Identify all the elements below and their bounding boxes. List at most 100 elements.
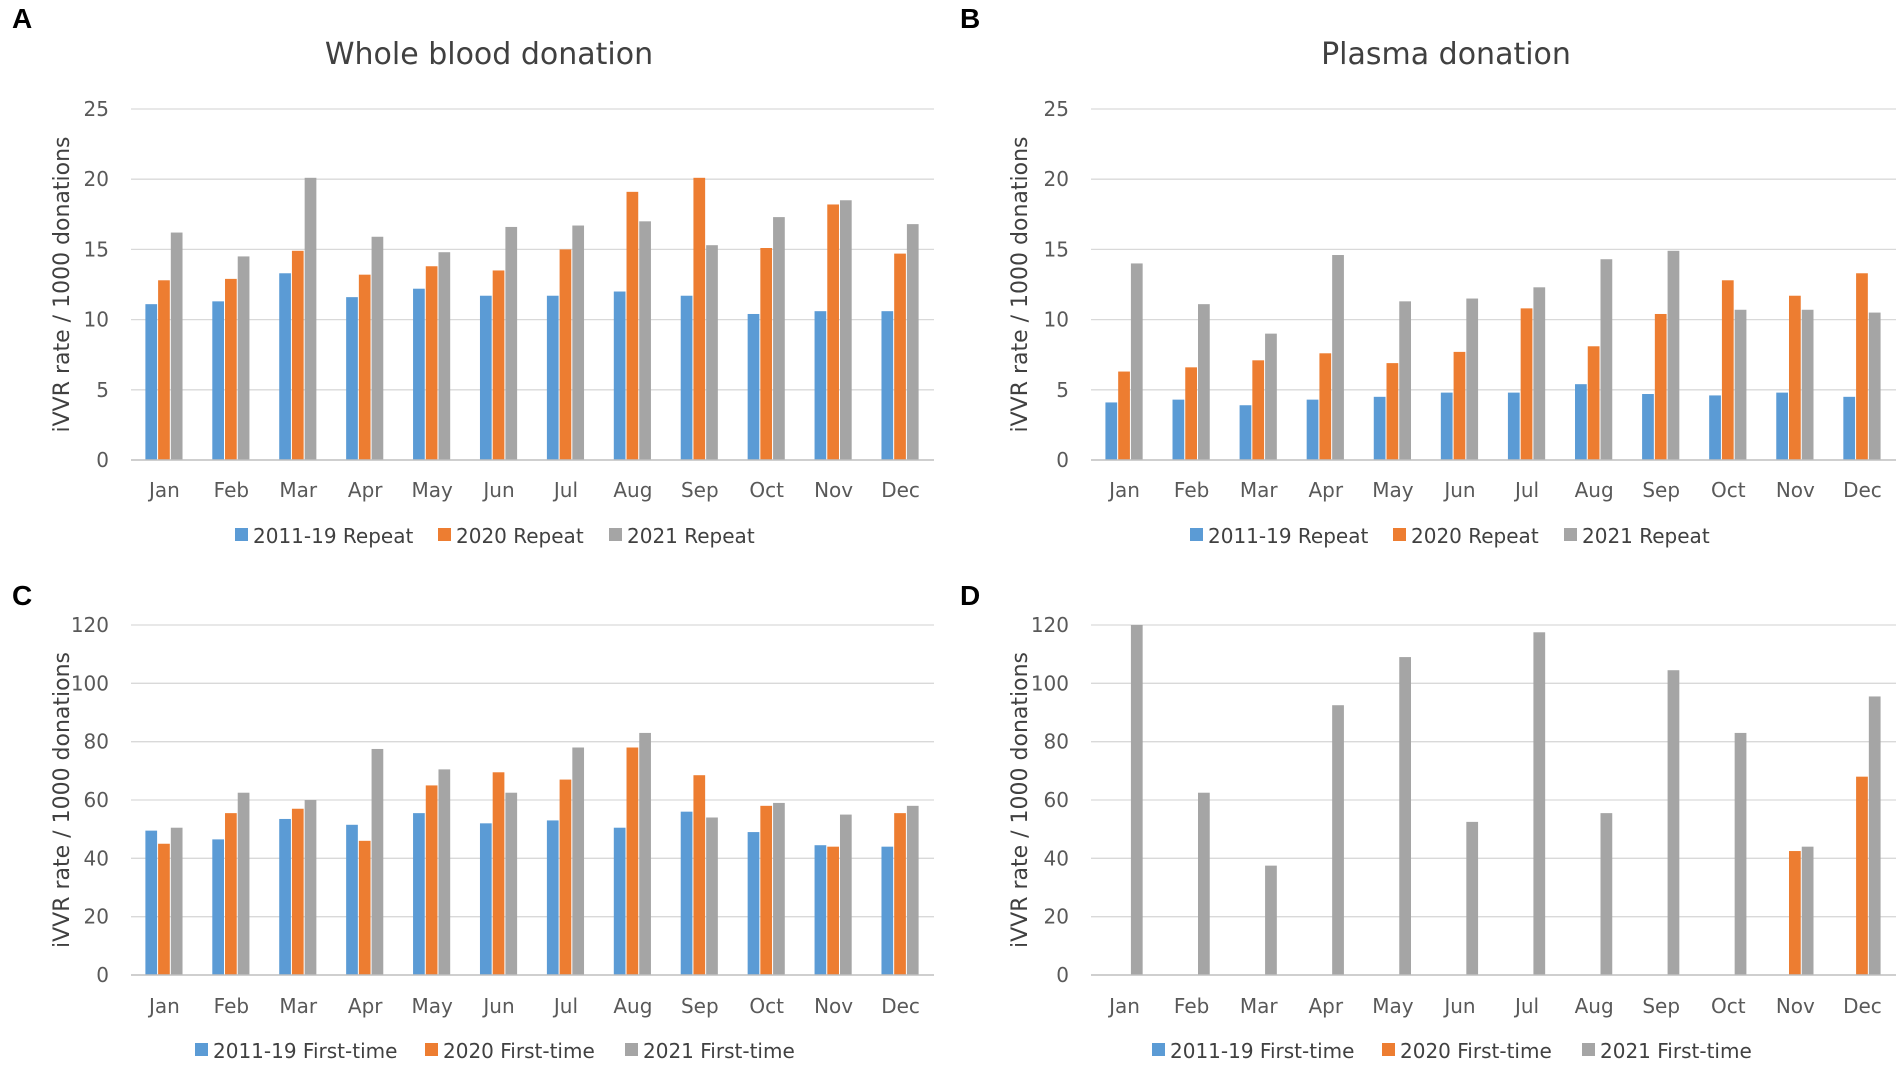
- bar-mar-series-2: [1252, 360, 1265, 460]
- bar-jul-series-1: [546, 820, 559, 975]
- x-tick-label: Jun: [481, 994, 514, 1018]
- bar-aug-series-3: [639, 732, 651, 975]
- bar-sep-series-2: [1654, 313, 1667, 460]
- bar-nov-series-3: [1801, 309, 1814, 460]
- bar-jan-series-3: [1130, 625, 1143, 975]
- bar-mar-series-3: [1265, 333, 1277, 460]
- bar-sep-series-3: [706, 817, 718, 975]
- x-tick-label: Jan: [147, 478, 180, 502]
- bar-dec-series-2: [894, 253, 906, 460]
- x-tick-label: Aug: [613, 994, 652, 1018]
- x-tick-label: Nov: [1776, 478, 1815, 502]
- bar-aug-series-1: [613, 827, 626, 975]
- x-tick-label: Jun: [1442, 994, 1475, 1018]
- chart-panel-c: C 0 20 40 60 80 100 120 Jan Feb Mar Apr May Jun Jul Aug…: [12, 580, 934, 1063]
- bar-aug-series-2: [626, 747, 639, 975]
- x-tick-label: Jul: [552, 994, 578, 1018]
- bar-jan-series-2: [158, 280, 170, 460]
- y-tick-label: 5: [96, 378, 109, 402]
- x-tick-label: Feb: [214, 478, 249, 502]
- bar-jul-series-3: [572, 225, 585, 460]
- bar-aug-series-3: [1600, 259, 1613, 460]
- y-tick-label: 20: [84, 905, 109, 929]
- bar-apr-series-3: [1332, 255, 1344, 460]
- legend-swatch: [195, 1043, 208, 1056]
- x-tick-label: Mar: [279, 994, 318, 1018]
- bar-may-series-2: [425, 266, 438, 460]
- bar-feb-series-1: [1172, 399, 1185, 460]
- y-tick-label: 120: [1031, 613, 1069, 637]
- legend-swatch: [1152, 1043, 1165, 1056]
- bar-nov-series-3: [839, 200, 852, 460]
- x-tick-label: Mar: [1240, 994, 1279, 1018]
- bar-sep-series-1: [680, 295, 693, 460]
- legend-label: 2011-19 Repeat: [253, 524, 413, 548]
- legend-label: 2021 Repeat: [627, 524, 755, 548]
- legend-label: 2020 First-time: [1400, 1039, 1552, 1063]
- legend: 2011-19 Repeat 2020 Repeat 2021 Repeat: [235, 524, 755, 548]
- x-tick-label: Jul: [552, 478, 578, 502]
- x-tick-label: Sep: [1642, 478, 1680, 502]
- y-tick-label: 40: [84, 846, 109, 870]
- legend-swatch: [425, 1043, 438, 1056]
- bar-sep-series-2: [693, 177, 706, 461]
- legend-label: 2020 Repeat: [1411, 524, 1539, 548]
- legend-label: 2011-19 Repeat: [1208, 524, 1368, 548]
- bar-feb-series-2: [225, 813, 237, 976]
- bar-dec-series-2: [894, 813, 906, 976]
- panel-letter: B: [960, 3, 980, 34]
- y-tick-label: 20: [84, 167, 109, 191]
- bar-jul-series-3: [1533, 287, 1546, 460]
- bar-jun-series-1: [1440, 392, 1453, 460]
- x-tick-label: Oct: [749, 994, 784, 1018]
- bar-dec-series-1: [1843, 396, 1856, 460]
- x-tick-label: Feb: [1174, 994, 1209, 1018]
- bar-may-series-1: [413, 288, 425, 460]
- x-tick-label: Feb: [214, 994, 249, 1018]
- y-tick-label: 5: [1056, 378, 1069, 402]
- bar-dec-series-1: [881, 311, 894, 460]
- bar-jan-series-3: [1130, 263, 1143, 460]
- bar-nov-series-3: [1801, 846, 1814, 975]
- bar-jun-series-3: [1466, 298, 1479, 460]
- legend-label: 2021 First-time: [643, 1039, 795, 1063]
- x-tick-label: Jan: [147, 994, 180, 1018]
- bar-feb-series-3: [1198, 792, 1210, 975]
- chart-title: Plasma donation: [1321, 37, 1571, 72]
- x-tick-label: Jun: [481, 478, 514, 502]
- y-axis-label: iVVR rate / 1000 donations: [1008, 652, 1033, 948]
- bar-jan-series-3: [170, 232, 183, 460]
- bar-jul-series-3: [572, 747, 585, 975]
- chart-panel-b: B Plasma donation 0 5 10 15 20 25 Jan Feb Mar Apr Ma…: [960, 3, 1896, 548]
- legend-swatch: [1582, 1043, 1595, 1056]
- x-tick-label: Dec: [881, 994, 920, 1018]
- legend-label: 2011-19 First-time: [1170, 1039, 1354, 1063]
- bar-feb-series-3: [237, 256, 250, 460]
- legend-swatch: [1382, 1043, 1395, 1056]
- bar-apr-series-3: [371, 748, 384, 975]
- bar-oct-series-3: [773, 217, 785, 460]
- x-tick-label: Nov: [814, 478, 853, 502]
- bar-oct-series-2: [1721, 280, 1734, 460]
- bar-mar-series-3: [304, 800, 317, 975]
- bar-jun-series-3: [505, 226, 518, 460]
- x-tick-label: Oct: [1711, 994, 1746, 1018]
- y-tick-label: 100: [1031, 671, 1069, 695]
- y-tick-label: 25: [84, 97, 109, 121]
- bar-jan-series-1: [145, 304, 158, 460]
- y-tick-label: 15: [1044, 237, 1069, 261]
- y-axis-label: iVVR rate / 1000 donations: [50, 136, 75, 432]
- legend-label: 2011-19 First-time: [213, 1039, 397, 1063]
- bar-dec-series-3: [906, 805, 919, 975]
- bar-jul-series-2: [1520, 308, 1533, 460]
- x-tick-label: Feb: [1174, 478, 1209, 502]
- bar-jun-series-2: [492, 270, 505, 460]
- bar-sep-series-3: [1667, 250, 1680, 460]
- bar-nov-series-3: [839, 814, 852, 975]
- bar-may-series-2: [425, 785, 438, 975]
- bar-jan-series-2: [158, 843, 170, 975]
- bar-oct-series-1: [747, 313, 760, 460]
- bar-nov-series-2: [827, 204, 839, 460]
- bar-oct-series-3: [1734, 309, 1747, 460]
- bar-jul-series-2: [559, 779, 572, 975]
